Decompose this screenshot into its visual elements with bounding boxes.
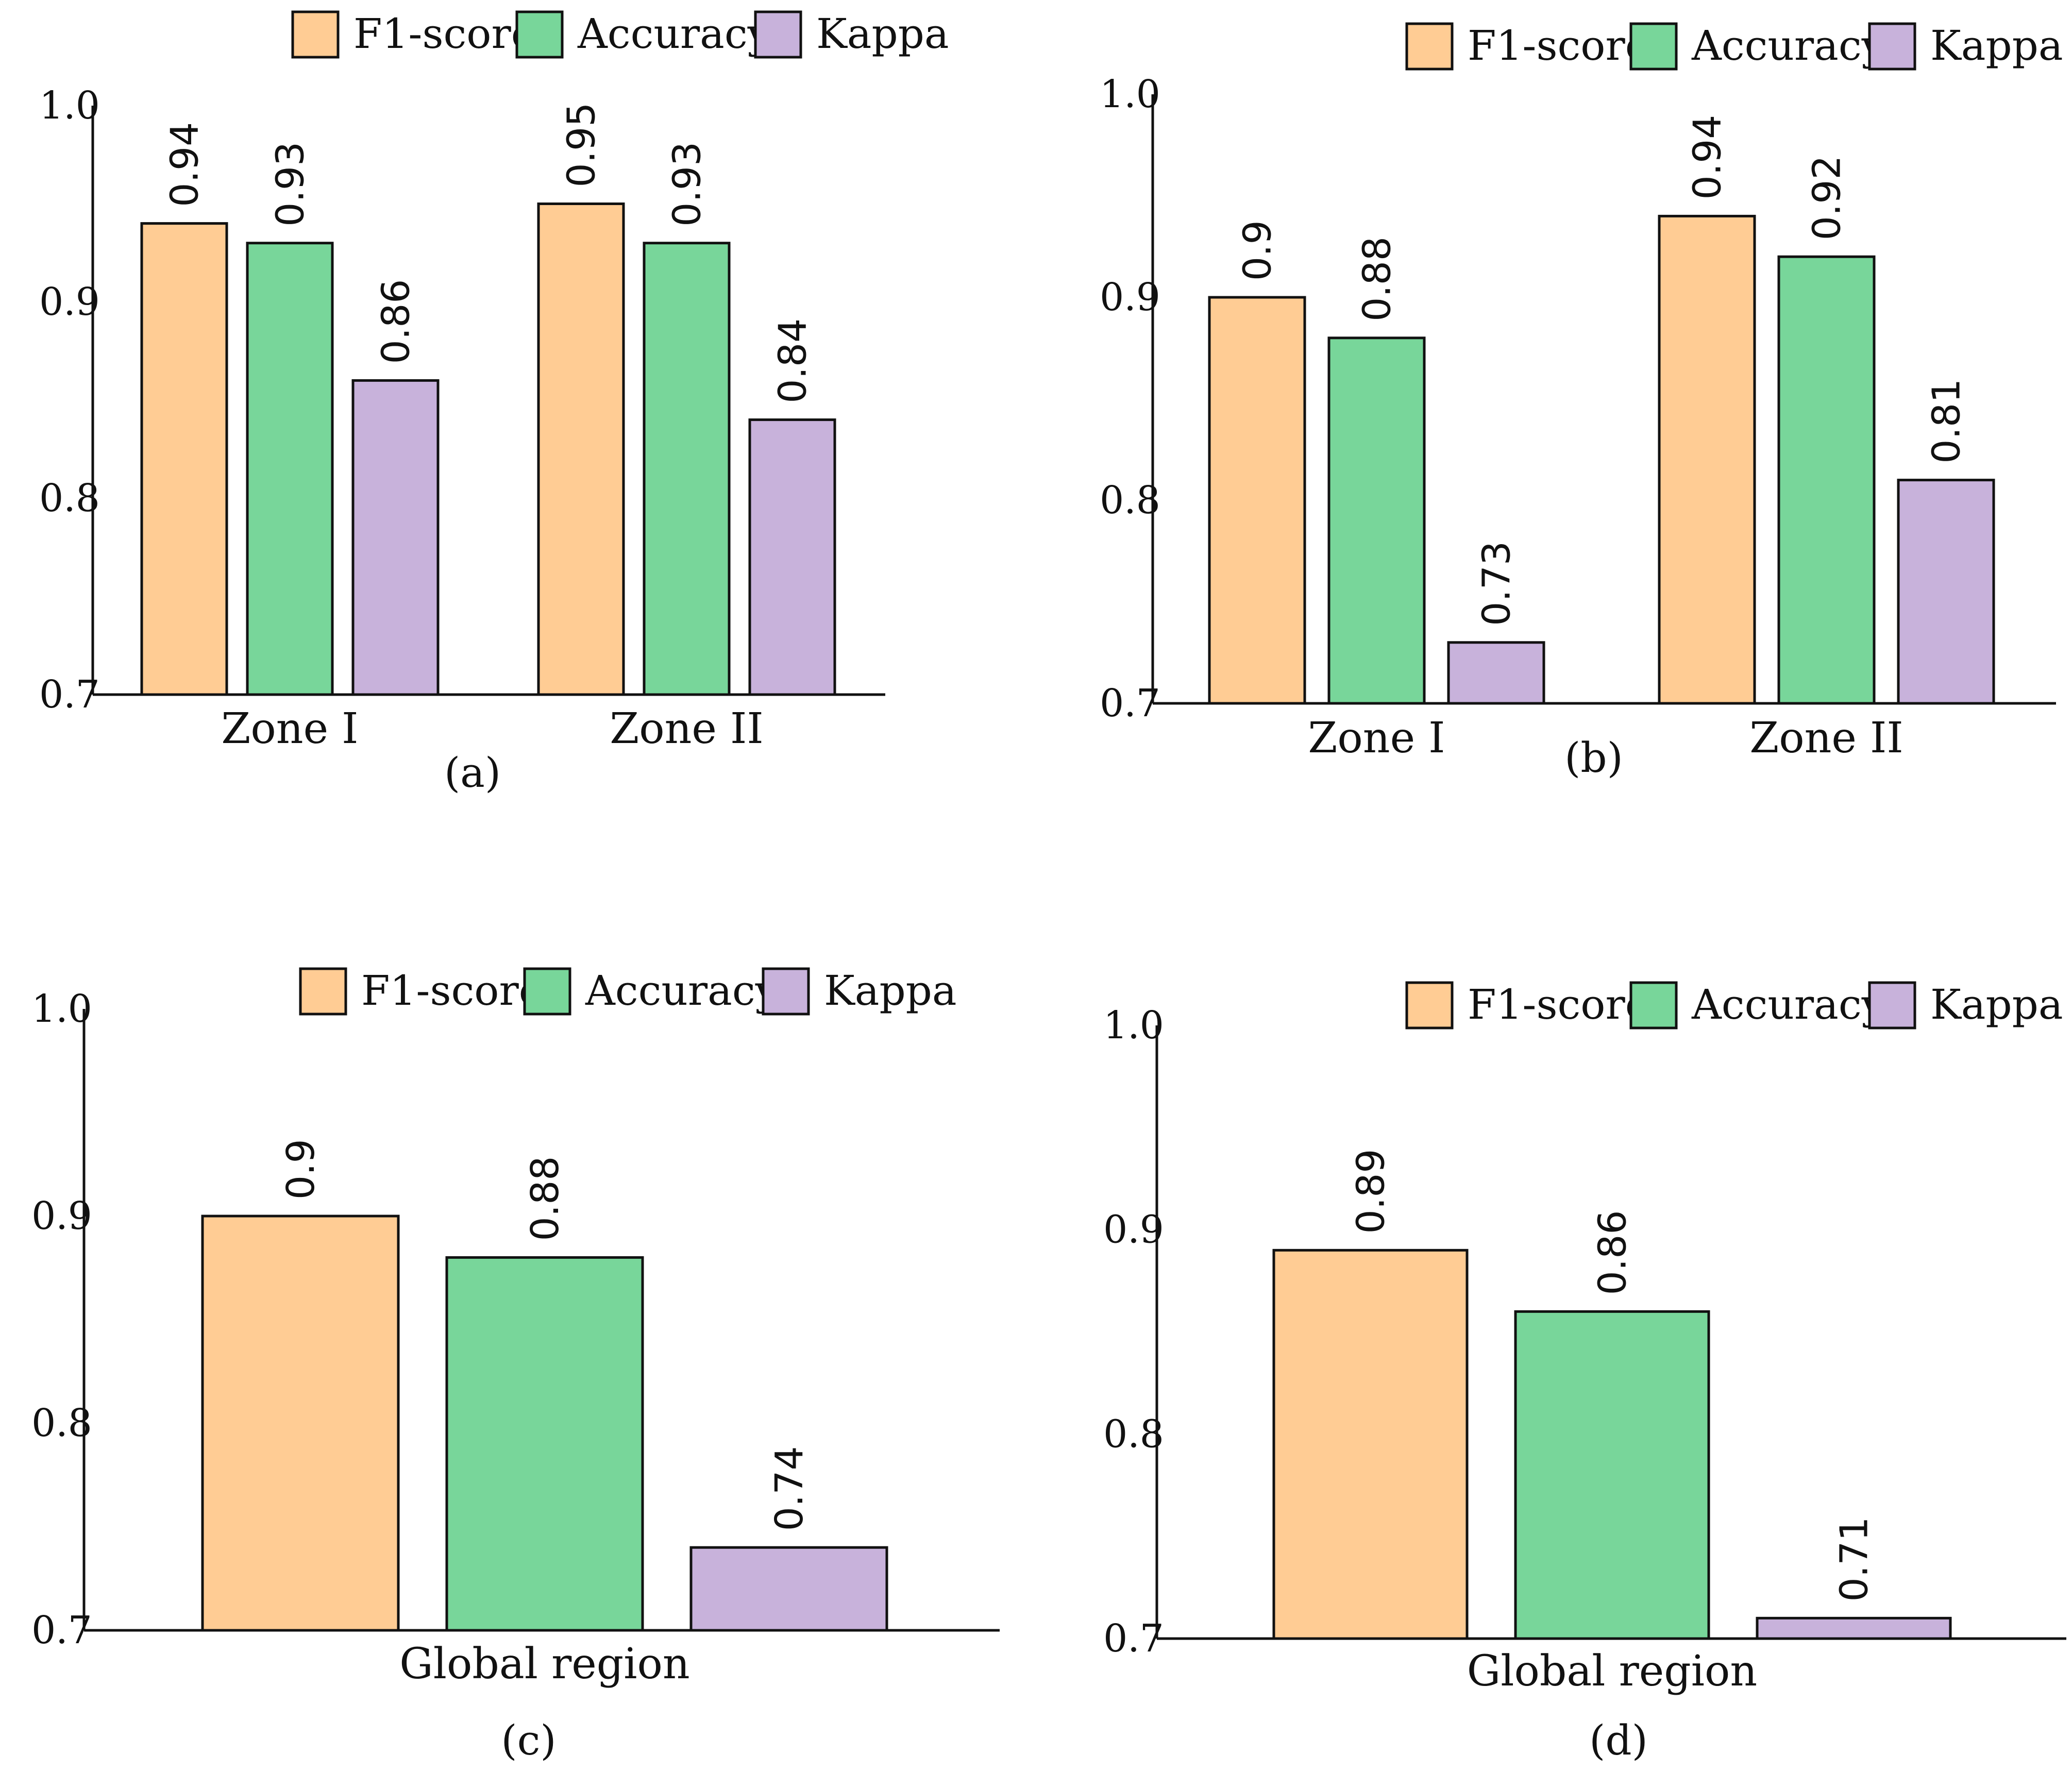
bar-kappa-1: [1447, 641, 1545, 705]
bar-f1-score-2: [1658, 214, 1756, 705]
legend-swatch-f1-score: [291, 10, 340, 59]
y-tick-label: 0.8: [39, 476, 100, 520]
legend-label-accuracy: Accuracy: [1691, 981, 1885, 1028]
x-category-label: Zone I: [1308, 714, 1445, 763]
bar-kappa-1: [351, 379, 440, 696]
bar-f1-score-2: [537, 203, 625, 696]
bar-f1-score-1: [1208, 296, 1306, 705]
legend-label-f1-score: F1-score: [1468, 981, 1649, 1028]
panel-label: (c): [501, 1716, 556, 1764]
bar-f1-score-1: [201, 1215, 400, 1632]
legend-label-accuracy: Accuracy: [585, 967, 779, 1015]
legend-swatch-kappa: [1868, 22, 1916, 71]
y-tick-label: 1.0: [1103, 1003, 1164, 1048]
y-tick-label: 1.0: [1100, 72, 1160, 116]
bar-accuracy-2: [643, 242, 731, 696]
legend-label-f1-score: F1-score: [353, 10, 535, 58]
x-category-label: Zone II: [610, 704, 764, 753]
data-label: 0.74: [767, 1446, 812, 1531]
bar-kappa-1: [689, 1546, 888, 1632]
data-label: 0.93: [665, 142, 710, 227]
x-category-label: Global region: [1467, 1647, 1757, 1696]
y-tick-label: 1.0: [31, 987, 92, 1031]
legend-swatch-accuracy: [523, 967, 571, 1016]
data-label: 0.86: [1591, 1210, 1635, 1295]
legend-label-f1-score: F1-score: [361, 967, 543, 1015]
legend-swatch-kappa: [762, 967, 810, 1016]
panel-label: (b): [1564, 734, 1623, 782]
panel-label: (a): [444, 749, 501, 797]
data-label: 0.86: [374, 279, 418, 364]
y-tick-label: 0.9: [39, 280, 100, 324]
y-tick-label: 0.7: [31, 1608, 92, 1652]
y-tick-label: 1.0: [39, 83, 100, 128]
y-tick-label: 0.8: [31, 1401, 92, 1445]
y-tick-label: 0.9: [1103, 1208, 1164, 1252]
y-tick-label: 0.7: [1100, 681, 1160, 726]
x-category-label: Zone I: [221, 704, 358, 753]
legend-label-kappa: Kappa: [824, 967, 957, 1015]
chart-panel-a: 0.7 0.8 0.9 1.0 0.94 0.93 0.86 Zone I 0.95 0.93 0.…: [39, 10, 949, 797]
data-label: 0.93: [268, 142, 313, 227]
legend-label-kappa: Kappa: [816, 10, 949, 58]
data-label: 0.94: [163, 122, 207, 207]
data-label: 0.89: [1349, 1149, 1393, 1234]
data-label: 0.71: [1832, 1517, 1877, 1602]
y-tick-label: 0.9: [31, 1194, 92, 1238]
bar-accuracy-1: [445, 1256, 644, 1632]
chart-panel-d: 0.7 0.8 0.9 1.0 0.89 0.86 0.71 Global region F1-…: [1103, 981, 2066, 1764]
y-tick-label: 0.8: [1103, 1412, 1164, 1456]
data-label: 0.88: [1355, 237, 1400, 322]
bar-accuracy-2: [1777, 255, 1876, 705]
bar-f1-score-1: [140, 222, 228, 696]
legend-swatch-accuracy: [1629, 22, 1678, 71]
y-tick-label: 0.7: [1103, 1616, 1164, 1661]
legend-swatch-f1-score: [1405, 22, 1454, 71]
data-label: 0.73: [1475, 541, 1519, 626]
x-category-label: Global region: [399, 1640, 689, 1689]
y-tick-label: 0.8: [1100, 478, 1160, 522]
legend-swatch-accuracy: [1629, 981, 1678, 1030]
x-category-label: Zone II: [1749, 714, 1903, 763]
data-label: 0.88: [523, 1156, 567, 1241]
bar-accuracy-1: [1514, 1310, 1710, 1640]
data-label: 0.81: [1925, 379, 1969, 464]
data-label: 0.9: [1236, 220, 1280, 281]
legend-label-accuracy: Accuracy: [1691, 22, 1885, 70]
data-label: 0.94: [1686, 115, 1730, 200]
chart-panel-b: 0.7 0.8 0.9 1.0 0.9 0.88 0.73 Zone I 0.94 0.92 0.8…: [1100, 22, 2063, 782]
legend-label-accuracy: Accuracy: [577, 10, 771, 58]
chart-panel-c: 0.7 0.8 0.9 1.0 0.9 0.88 0.74 Global region F1-s…: [31, 967, 1000, 1764]
bar-kappa-2: [1897, 479, 1995, 705]
data-label: 0.92: [1805, 155, 1849, 240]
panel-label: (d): [1589, 1716, 1648, 1764]
legend-label-kappa: Kappa: [1930, 22, 2063, 70]
legend-swatch-kappa: [1868, 981, 1916, 1030]
data-label: 0.95: [560, 103, 604, 188]
data-label: 0.9: [279, 1139, 323, 1200]
legend-swatch-f1-score: [1405, 981, 1454, 1030]
legend-label-f1-score: F1-score: [1468, 22, 1649, 70]
legend-swatch-f1-score: [299, 967, 347, 1016]
bar-accuracy-1: [1327, 336, 1426, 705]
data-label: 0.84: [771, 318, 815, 403]
y-tick-label: 0.7: [39, 672, 100, 717]
bar-kappa-2: [748, 418, 836, 696]
bar-f1-score-1: [1272, 1249, 1469, 1640]
legend-swatch-accuracy: [515, 10, 564, 59]
bar-accuracy-1: [246, 242, 334, 696]
legend-swatch-kappa: [754, 10, 802, 59]
y-tick-label: 0.9: [1100, 275, 1160, 319]
legend-label-kappa: Kappa: [1930, 981, 2063, 1028]
bar-kappa-1: [1756, 1616, 1952, 1640]
